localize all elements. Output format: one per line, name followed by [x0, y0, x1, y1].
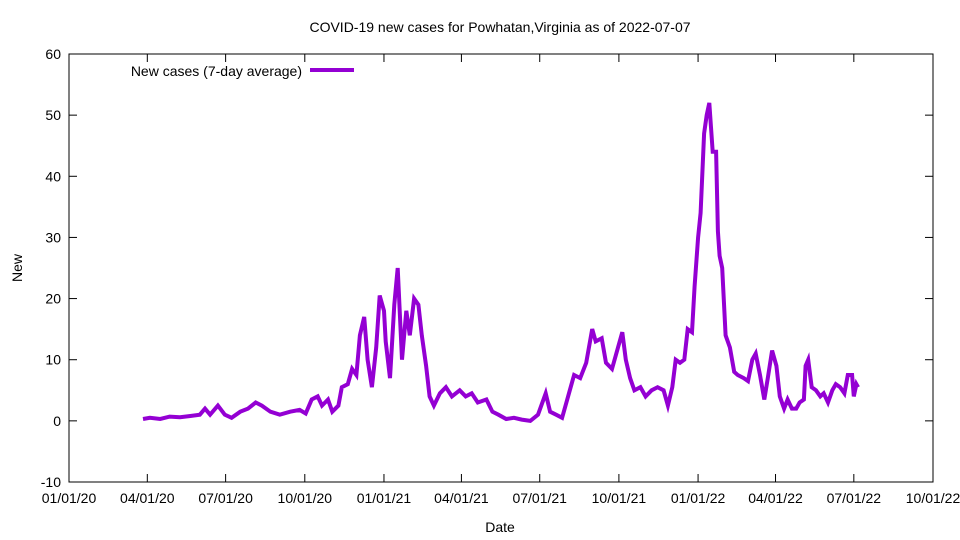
x-tick-label: 10/01/22 — [906, 490, 960, 506]
series-line-new-cases — [142, 102, 860, 424]
x-tick-label: 10/01/21 — [592, 490, 647, 506]
x-tick-label: 07/01/20 — [198, 490, 253, 506]
y-tick-label: 20 — [45, 291, 61, 307]
y-tick-label: -10 — [41, 474, 61, 490]
y-axis-label: New — [9, 253, 25, 282]
y-tick-label: 0 — [53, 413, 61, 429]
plot-frame — [68, 53, 934, 483]
x-tick-label: 04/01/20 — [120, 490, 175, 506]
x-tick-label: 04/01/22 — [748, 490, 803, 506]
y-tick-label: 50 — [45, 107, 61, 123]
x-axis-label: Date — [485, 519, 515, 535]
y-tick-label: 40 — [45, 168, 61, 184]
x-tick-label: 07/01/21 — [512, 490, 567, 506]
x-tick-label: 10/01/20 — [278, 490, 333, 506]
x-tick-label: 04/01/21 — [434, 490, 489, 506]
legend: New cases (7-day average) — [131, 63, 354, 79]
y-tick-label: 30 — [45, 229, 61, 245]
y-tick-label: 10 — [45, 352, 61, 368]
axes: -10 0 10 20 30 40 50 60 01/01/20 04/01/20 07/01/20… — [41, 46, 960, 506]
x-tick-label: 01/01/22 — [671, 490, 726, 506]
x-tick-label: 01/01/21 — [357, 490, 412, 506]
y-tick-label: 60 — [45, 46, 61, 62]
chart-title: COVID-19 new cases for Powhatan,Virginia… — [309, 19, 690, 35]
x-tick-label: 01/01/20 — [42, 490, 97, 506]
x-tick-label: 07/01/22 — [827, 490, 882, 506]
legend-label: New cases (7-day average) — [131, 63, 302, 79]
